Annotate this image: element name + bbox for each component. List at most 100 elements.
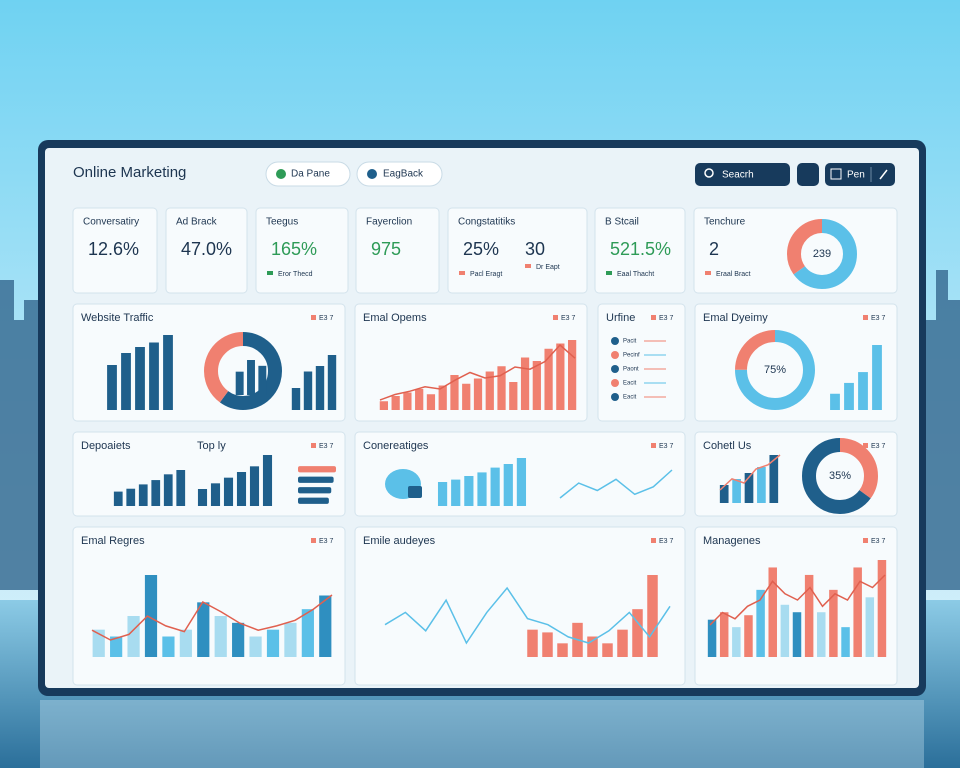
menu-icon bbox=[830, 168, 842, 180]
bar bbox=[121, 353, 131, 410]
illustration bbox=[408, 486, 422, 498]
bar bbox=[235, 371, 244, 395]
bar bbox=[403, 392, 412, 410]
bar bbox=[490, 467, 500, 506]
bar bbox=[163, 335, 173, 410]
bar bbox=[780, 604, 790, 657]
bar bbox=[291, 388, 301, 410]
bar bbox=[503, 464, 513, 506]
bar bbox=[92, 629, 105, 657]
kpi-note: Pacl Eragt bbox=[470, 271, 502, 278]
tab[interactable] bbox=[265, 161, 351, 187]
panel-badge: E3 7 bbox=[319, 443, 334, 450]
bar bbox=[301, 609, 314, 657]
list-icon bbox=[611, 393, 619, 401]
bar bbox=[804, 574, 814, 657]
kpi-value: 521.5% bbox=[610, 239, 671, 259]
panel-title: Cohetl Us bbox=[703, 440, 752, 452]
panel-title: Emal Opems bbox=[363, 312, 427, 324]
list-label: Eacit bbox=[623, 381, 637, 387]
bar bbox=[756, 589, 765, 657]
card bbox=[165, 207, 248, 294]
line bbox=[559, 469, 673, 499]
badge-swatch bbox=[553, 315, 558, 320]
bar bbox=[532, 361, 541, 410]
kpi-label: Congstatitiks bbox=[458, 217, 515, 228]
bar bbox=[247, 360, 255, 395]
hbar bbox=[298, 497, 329, 504]
bar bbox=[617, 629, 628, 657]
tab-label: Da Pane bbox=[291, 169, 330, 180]
bar bbox=[126, 488, 136, 506]
bar bbox=[262, 455, 273, 506]
kpi-label: Ad Brack bbox=[176, 217, 218, 228]
bar bbox=[757, 467, 766, 503]
bar bbox=[557, 643, 568, 657]
line bbox=[719, 454, 781, 491]
bar bbox=[719, 485, 729, 503]
line bbox=[709, 574, 886, 626]
bar bbox=[266, 629, 280, 657]
bar bbox=[817, 612, 826, 657]
kpi-label: Fayerclion bbox=[366, 217, 412, 228]
bar bbox=[223, 477, 234, 506]
list-icon bbox=[611, 337, 619, 345]
donut-center: 75% bbox=[764, 364, 786, 376]
bar bbox=[236, 472, 247, 506]
icon-button[interactable] bbox=[797, 163, 819, 186]
bar bbox=[415, 389, 424, 410]
bar bbox=[163, 474, 173, 506]
bar bbox=[872, 345, 882, 410]
kpi-note: Dr Eapt bbox=[536, 264, 560, 271]
bar bbox=[110, 636, 123, 657]
city-left bbox=[0, 280, 40, 590]
tab-icon bbox=[276, 169, 286, 179]
bar bbox=[127, 616, 140, 657]
menu-button[interactable] bbox=[825, 163, 895, 186]
bar bbox=[632, 609, 643, 657]
line bbox=[379, 343, 576, 401]
tab[interactable] bbox=[356, 161, 443, 187]
bar bbox=[732, 627, 741, 657]
bar bbox=[587, 636, 598, 657]
list-label: Pecinf bbox=[623, 353, 640, 359]
bar bbox=[707, 619, 717, 657]
note-swatch bbox=[459, 271, 465, 275]
hbar bbox=[298, 476, 334, 483]
search-button[interactable] bbox=[695, 163, 790, 186]
bar bbox=[647, 575, 658, 657]
card bbox=[447, 207, 588, 294]
bar bbox=[829, 589, 838, 657]
bar bbox=[877, 560, 887, 657]
city-right bbox=[924, 270, 960, 590]
edit-icon bbox=[879, 169, 888, 180]
bar bbox=[568, 340, 577, 410]
bar bbox=[162, 636, 175, 657]
panel-badge: E3 7 bbox=[871, 538, 886, 545]
hbar bbox=[298, 466, 336, 473]
list-icon bbox=[611, 379, 619, 387]
bar bbox=[858, 372, 868, 410]
bar bbox=[744, 473, 754, 503]
bar bbox=[426, 394, 436, 410]
bar bbox=[520, 357, 530, 410]
bar bbox=[485, 371, 494, 410]
bar bbox=[303, 371, 313, 410]
list-label: Eacit bbox=[623, 395, 637, 401]
card bbox=[597, 303, 686, 422]
panel-title: Website Traffic bbox=[81, 312, 154, 324]
bar bbox=[197, 602, 210, 657]
bar bbox=[841, 627, 850, 657]
bar bbox=[768, 567, 777, 657]
bar bbox=[844, 382, 854, 410]
kpi-label: Conversatiry bbox=[83, 217, 139, 228]
bar bbox=[719, 612, 729, 657]
bar bbox=[149, 342, 159, 410]
bar bbox=[315, 366, 325, 410]
app-title: Online Marketing bbox=[73, 164, 186, 181]
panel-badge: E3 7 bbox=[319, 538, 334, 545]
bar bbox=[437, 482, 448, 506]
list-label: Pacit bbox=[623, 339, 637, 345]
content: Conversatiry 12.6% Ad Brack 47.0% Teegus 165%… bbox=[72, 207, 898, 686]
